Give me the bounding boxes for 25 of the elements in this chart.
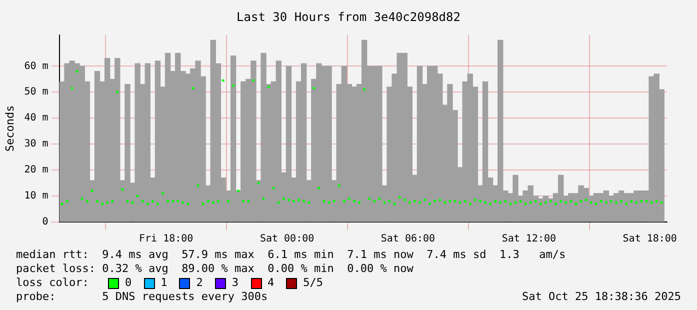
y-tick-label: 30 m: [24, 138, 48, 150]
text: Sat Oct 25 18:38:36 2025: [522, 290, 681, 304]
y-axis-title: Seconds: [3, 105, 16, 152]
legend-label: 2: [196, 276, 203, 290]
legend-label: 0: [125, 276, 132, 290]
text: packet loss: 0.32 % avg 89.00 % max 0.00 % min 0.00 % now: [16, 262, 414, 276]
x-tick-label: Sat 18:00: [622, 234, 677, 245]
y-tick-label: 50 m: [24, 86, 48, 98]
chart-title: Last 30 Hours from 3e40c2098d82: [236, 9, 462, 26]
y-tick-label: 10 m: [24, 190, 48, 202]
x-tick-label: Sat 00:00: [260, 234, 314, 245]
y-tick-label: 0: [42, 216, 48, 228]
y-tick-label: 20 m: [24, 164, 48, 176]
y-tick-label: 60 m: [24, 60, 48, 72]
legend-label: 5/5: [303, 276, 323, 290]
x-tick-label: Fri 18:00: [139, 234, 194, 245]
legend-title: loss color:: [16, 276, 90, 290]
text: probe: 5 DNS requests every 300s: [16, 290, 268, 304]
text: median rtt: 9.4 ms avg 57.9 ms max 6.1 ms min 7.1 ms now 7.4 ms sd 1.3 am/s: [16, 248, 567, 262]
x-tick-label: Sat 12:00: [502, 234, 556, 245]
x-tick-label: Sat 06:00: [380, 234, 436, 245]
y-tick-label: 40 m: [24, 112, 48, 124]
legend-label: 1: [160, 276, 168, 290]
legend-label: 3: [232, 276, 238, 290]
legend-label: 4: [268, 276, 274, 290]
